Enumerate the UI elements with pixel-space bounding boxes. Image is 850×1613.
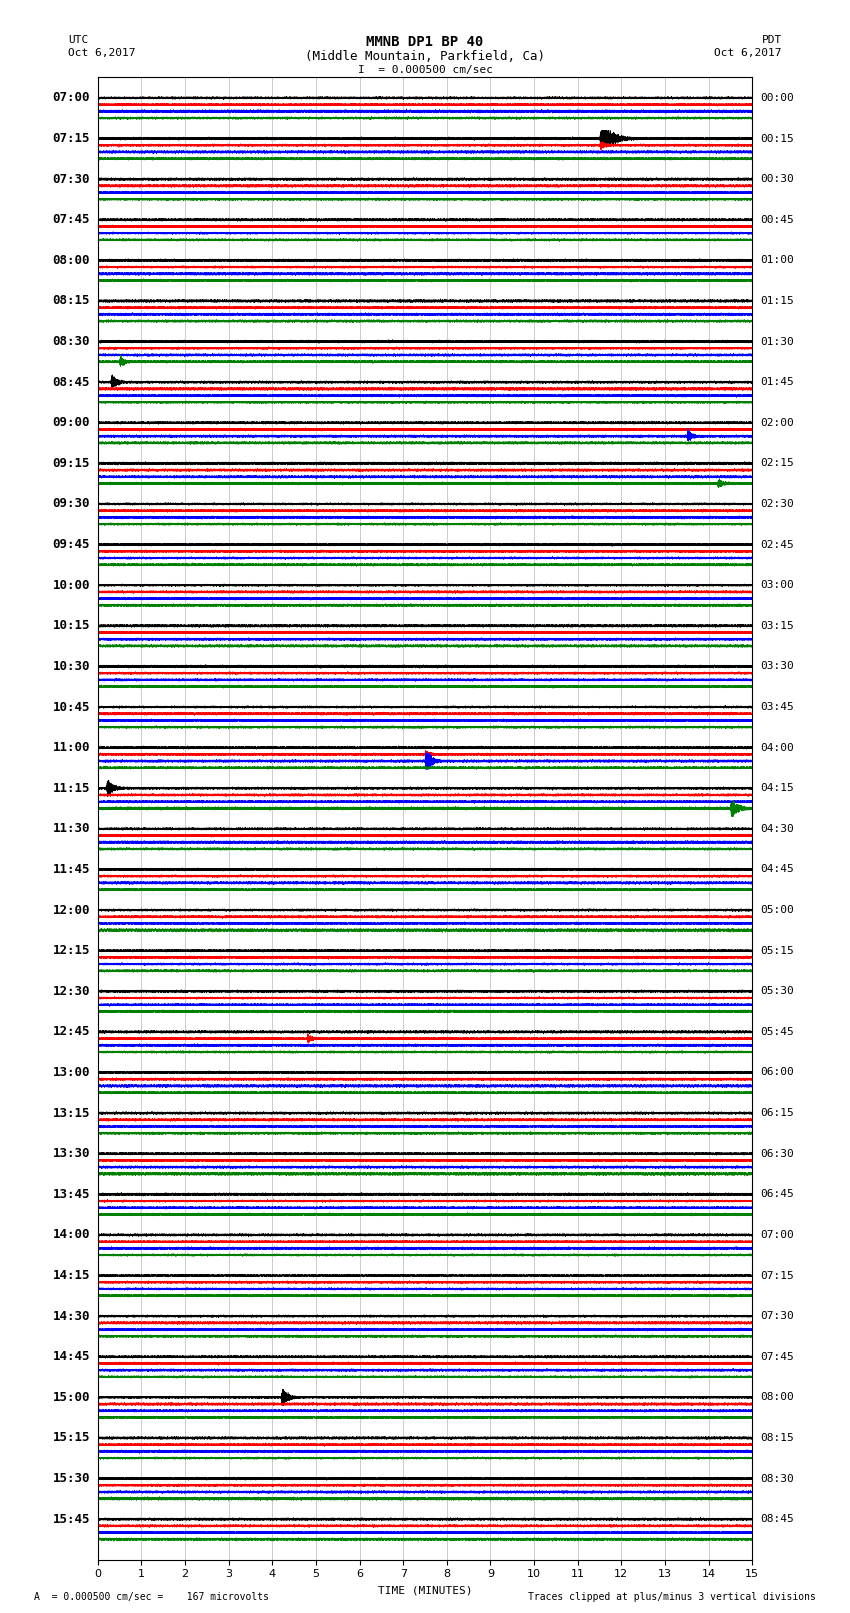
X-axis label: TIME (MINUTES): TIME (MINUTES) [377, 1586, 473, 1595]
Text: 11:45: 11:45 [53, 863, 90, 876]
Text: 08:15: 08:15 [53, 295, 90, 308]
Text: 04:15: 04:15 [760, 784, 794, 794]
Text: 12:30: 12:30 [53, 986, 90, 998]
Text: 00:30: 00:30 [760, 174, 794, 184]
Text: 05:00: 05:00 [760, 905, 794, 915]
Text: 09:00: 09:00 [53, 416, 90, 429]
Text: 07:30: 07:30 [760, 1311, 794, 1321]
Text: 07:45: 07:45 [53, 213, 90, 226]
Text: 07:00: 07:00 [53, 92, 90, 105]
Text: I  = 0.000500 cm/sec: I = 0.000500 cm/sec [358, 65, 492, 74]
Text: 13:00: 13:00 [53, 1066, 90, 1079]
Text: UTC: UTC [68, 35, 88, 45]
Text: (Middle Mountain, Parkfield, Ca): (Middle Mountain, Parkfield, Ca) [305, 50, 545, 63]
Text: 03:30: 03:30 [760, 661, 794, 671]
Text: 11:15: 11:15 [53, 782, 90, 795]
Text: 05:15: 05:15 [760, 945, 794, 955]
Text: 14:15: 14:15 [53, 1269, 90, 1282]
Text: 06:45: 06:45 [760, 1189, 794, 1200]
Text: MMNB DP1 BP 40: MMNB DP1 BP 40 [366, 35, 484, 50]
Text: 04:00: 04:00 [760, 742, 794, 753]
Text: PDT: PDT [762, 35, 782, 45]
Text: 14:45: 14:45 [53, 1350, 90, 1363]
Text: 02:45: 02:45 [760, 540, 794, 550]
Text: 08:00: 08:00 [53, 253, 90, 266]
Text: 01:45: 01:45 [760, 377, 794, 387]
Text: 09:15: 09:15 [53, 456, 90, 469]
Text: Oct 6,2017: Oct 6,2017 [715, 48, 782, 58]
Text: 10:30: 10:30 [53, 660, 90, 673]
Text: 09:30: 09:30 [53, 497, 90, 510]
Text: 07:15: 07:15 [760, 1271, 794, 1281]
Text: 03:15: 03:15 [760, 621, 794, 631]
Text: 11:00: 11:00 [53, 740, 90, 755]
Text: 06:00: 06:00 [760, 1068, 794, 1077]
Text: A  = 0.000500 cm/sec =    167 microvolts: A = 0.000500 cm/sec = 167 microvolts [34, 1592, 269, 1602]
Text: 01:00: 01:00 [760, 255, 794, 266]
Text: Oct 6,2017: Oct 6,2017 [68, 48, 135, 58]
Text: 15:45: 15:45 [53, 1513, 90, 1526]
Text: 14:30: 14:30 [53, 1310, 90, 1323]
Text: 02:30: 02:30 [760, 498, 794, 510]
Text: 13:30: 13:30 [53, 1147, 90, 1160]
Text: 07:15: 07:15 [53, 132, 90, 145]
Text: 00:15: 00:15 [760, 134, 794, 144]
Text: 09:45: 09:45 [53, 539, 90, 552]
Text: 07:00: 07:00 [760, 1231, 794, 1240]
Text: 08:15: 08:15 [760, 1432, 794, 1444]
Text: 01:15: 01:15 [760, 295, 794, 306]
Text: 06:15: 06:15 [760, 1108, 794, 1118]
Text: 03:00: 03:00 [760, 581, 794, 590]
Text: 08:30: 08:30 [53, 336, 90, 348]
Text: 13:45: 13:45 [53, 1187, 90, 1200]
Text: 07:45: 07:45 [760, 1352, 794, 1361]
Text: 01:30: 01:30 [760, 337, 794, 347]
Text: 15:15: 15:15 [53, 1431, 90, 1445]
Text: 15:30: 15:30 [53, 1473, 90, 1486]
Text: 07:30: 07:30 [53, 173, 90, 185]
Text: 12:15: 12:15 [53, 944, 90, 957]
Text: 00:00: 00:00 [760, 94, 794, 103]
Text: Traces clipped at plus/minus 3 vertical divisions: Traces clipped at plus/minus 3 vertical … [528, 1592, 816, 1602]
Text: 13:15: 13:15 [53, 1107, 90, 1119]
Text: 08:45: 08:45 [760, 1515, 794, 1524]
Text: 03:45: 03:45 [760, 702, 794, 711]
Text: 02:00: 02:00 [760, 418, 794, 427]
Text: 08:45: 08:45 [53, 376, 90, 389]
Text: 10:45: 10:45 [53, 700, 90, 713]
Text: 06:30: 06:30 [760, 1148, 794, 1158]
Text: 14:00: 14:00 [53, 1229, 90, 1242]
Text: 02:15: 02:15 [760, 458, 794, 468]
Text: 05:45: 05:45 [760, 1027, 794, 1037]
Text: 10:00: 10:00 [53, 579, 90, 592]
Text: 04:45: 04:45 [760, 865, 794, 874]
Text: 08:00: 08:00 [760, 1392, 794, 1402]
Text: 04:30: 04:30 [760, 824, 794, 834]
Text: 00:45: 00:45 [760, 215, 794, 224]
Text: 08:30: 08:30 [760, 1474, 794, 1484]
Text: 12:00: 12:00 [53, 903, 90, 916]
Text: 11:30: 11:30 [53, 823, 90, 836]
Text: 05:30: 05:30 [760, 986, 794, 997]
Text: 10:15: 10:15 [53, 619, 90, 632]
Text: 15:00: 15:00 [53, 1390, 90, 1403]
Text: 12:45: 12:45 [53, 1026, 90, 1039]
